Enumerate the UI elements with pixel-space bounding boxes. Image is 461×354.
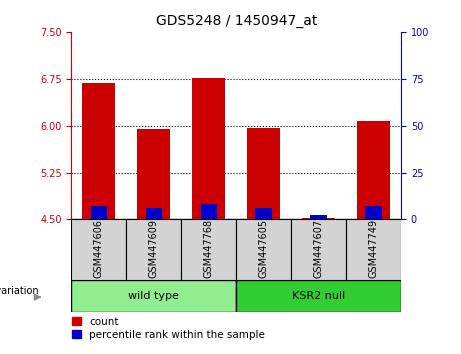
Text: genotype/variation: genotype/variation (0, 286, 39, 296)
Bar (192, 78, 225, 219)
Bar (146, 208, 162, 219)
Text: GSM447768: GSM447768 (204, 219, 214, 278)
FancyBboxPatch shape (126, 219, 181, 280)
FancyBboxPatch shape (181, 219, 236, 280)
Bar (357, 121, 390, 219)
FancyBboxPatch shape (291, 219, 346, 280)
Text: GSM447605: GSM447605 (259, 219, 269, 278)
Bar (91, 206, 107, 219)
Bar (137, 129, 171, 219)
FancyBboxPatch shape (71, 280, 236, 312)
Bar (247, 127, 280, 219)
Text: KSR2 null: KSR2 null (292, 291, 345, 301)
Text: GSM447609: GSM447609 (149, 219, 159, 278)
Title: GDS5248 / 1450947_at: GDS5248 / 1450947_at (155, 14, 317, 28)
Bar (366, 206, 382, 219)
FancyBboxPatch shape (236, 219, 291, 280)
FancyBboxPatch shape (346, 219, 401, 280)
Bar (255, 208, 272, 219)
FancyBboxPatch shape (236, 280, 401, 312)
Text: wild type: wild type (129, 291, 179, 301)
Text: GSM447607: GSM447607 (313, 219, 324, 278)
Text: GSM447749: GSM447749 (369, 219, 378, 278)
Text: GSM447606: GSM447606 (94, 219, 104, 278)
Legend: count, percentile rank within the sample: count, percentile rank within the sample (72, 317, 265, 340)
FancyBboxPatch shape (71, 219, 126, 280)
Bar (201, 204, 217, 219)
Bar (83, 83, 115, 219)
Bar (310, 215, 327, 219)
Bar (302, 218, 335, 219)
